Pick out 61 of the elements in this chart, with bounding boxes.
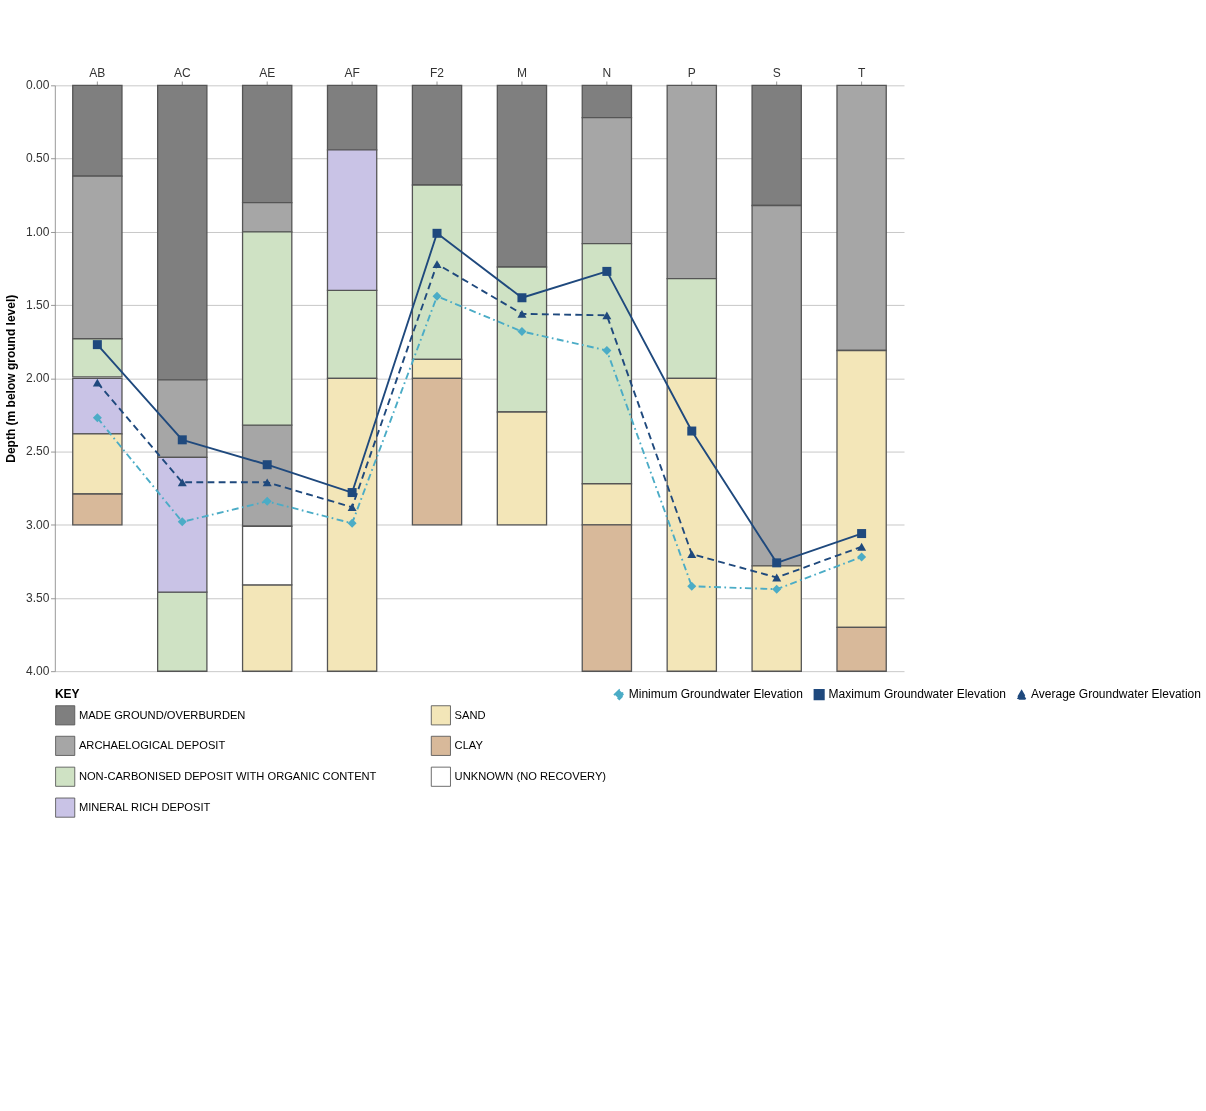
point [432,228,442,238]
point [602,311,612,320]
legend-label: CLAY [454,739,484,752]
x-tick-label: AE [259,66,276,81]
x-tick-label: T [857,66,866,81]
y-tick-label: 0.50 [25,151,50,166]
point [857,552,867,562]
point [687,550,697,558]
y-tick-label: 1.00 [25,224,50,239]
point [177,478,187,487]
point [857,529,867,539]
point [517,309,527,318]
point [687,581,697,591]
point [432,291,442,301]
point [262,496,272,506]
point [177,435,187,445]
x-tick-label: AB [89,66,106,81]
y-tick-label: 1.50 [25,297,50,312]
point [92,413,102,423]
point [772,558,782,568]
x-tick-label: AF [344,66,360,81]
legend-label: MINERAL RICH DEPOSIT [78,801,211,814]
point [517,326,527,336]
legend-label: SAND [454,708,486,721]
point [347,503,357,512]
point [772,573,782,582]
y-tick-label: 3.00 [25,517,50,532]
y-tick-label: 4.00 [25,664,50,679]
y-axis-title: Depth (m below ground level) [3,294,18,463]
point [602,345,612,355]
legend-label: MADE GROUND/OVERBURDEN [78,708,246,721]
point [772,584,782,594]
legend-title: KEY [54,686,80,701]
point [262,478,272,487]
x-tick-label: P [687,66,696,81]
x-tick-label: S [772,66,781,81]
y-tick-label: 2.50 [25,444,50,459]
y-tick-label: 2.00 [25,371,50,386]
point [177,517,187,527]
point [347,518,357,528]
legend-label: UNKNOWN (NO RECOVERY) [454,770,607,783]
legend-label: Maximum Groundwater Elevation [828,687,1006,702]
x-tick-label: F2 [430,66,445,81]
point [602,266,612,276]
point [517,293,527,303]
point [92,340,102,350]
legend-label: Minimum Groundwater Elevation [628,687,803,702]
x-tick-label: AC [173,66,191,81]
point [857,542,867,551]
point [262,460,272,470]
point [432,260,442,268]
point [687,426,697,436]
y-tick-label: 0.00 [25,78,50,93]
legend-label: ARCHAELOGICAL DEPOSIT [78,739,226,752]
legend-label: Average Groundwater Elevation [1031,687,1201,702]
y-tick-label: 3.50 [25,590,50,605]
point [92,378,102,387]
legend-label: NON-CARBONISED DEPOSIT WITH ORGANIC CONTENT [78,770,377,783]
x-tick-label: N [602,66,612,81]
point [347,488,357,498]
x-tick-label: M [516,66,527,81]
